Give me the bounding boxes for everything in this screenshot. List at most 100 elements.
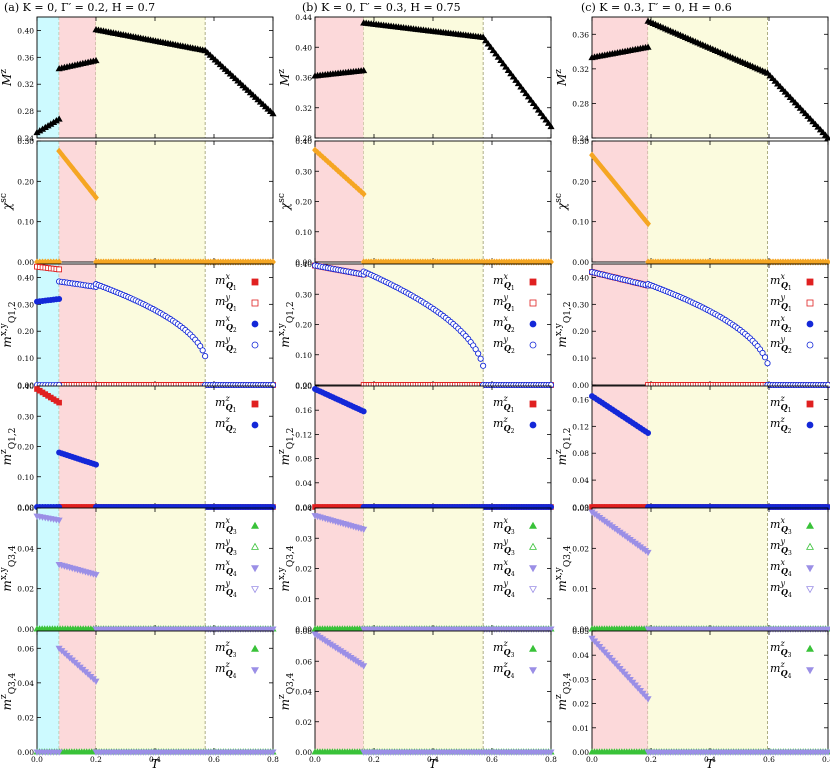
phase-region-pink [315, 264, 364, 385]
legend-label: mx Q3 [493, 516, 515, 536]
y-tick-label: 0.30 [17, 300, 34, 309]
data-point [56, 147, 63, 155]
y-tick-label: 0.20 [17, 327, 34, 336]
data-point [771, 77, 779, 84]
legend-marker [529, 542, 537, 550]
x-tick-label: 0.8 [822, 755, 830, 764]
y-tick-label: 0.30 [17, 137, 34, 146]
data-point [360, 408, 367, 415]
data-point [824, 134, 830, 141]
y-tick-label: 0.28 [295, 134, 312, 143]
data-point [77, 174, 84, 182]
x-tick-label: 0.6 [763, 755, 775, 764]
series-triangle-down-filled-lavender [33, 513, 277, 633]
data-point [58, 150, 65, 158]
y-tick-label: 0.40 [295, 260, 312, 269]
data-point [522, 89, 530, 97]
data-point [547, 749, 555, 756]
data-point [776, 82, 784, 90]
data-point [269, 109, 277, 117]
legend-label: mx Q2 [770, 314, 792, 334]
y-axis-label: mx,yQ3,4 [277, 545, 296, 591]
panel-title-b: (b) K = 0, Γ′ = 0.3, H = 0.75 [302, 1, 461, 14]
phase-region-yellow [96, 386, 206, 507]
y-tick-label: 0.36 [295, 74, 312, 83]
y-axis-label: mx,yQ1,2 [0, 301, 18, 347]
legend-marker [806, 421, 814, 429]
phase-region-yellow [648, 264, 768, 385]
y-tick-label: 0.02 [295, 718, 312, 727]
y-tick-label: 0.10 [295, 228, 312, 237]
legend-label: mx Q4 [215, 558, 237, 578]
data-point [791, 99, 799, 106]
data-point [784, 90, 792, 98]
legend-label: my Q3 [215, 537, 237, 557]
data-point [269, 626, 277, 633]
data-point [824, 749, 830, 756]
legend-marker [806, 400, 814, 408]
y-tick-label: 0.00 [295, 748, 312, 757]
y-tick-label: 0.30 [572, 137, 589, 146]
legend-label: mz Q3 [215, 639, 237, 659]
legend-marker [251, 644, 259, 652]
y-tick-label: 0.20 [17, 177, 34, 186]
phase-region-cyan [37, 17, 60, 138]
y-tick-label: 0.40 [17, 382, 34, 391]
data-point [547, 626, 555, 633]
y-tick-label: 0.20 [572, 327, 589, 336]
data-point [806, 115, 814, 122]
data-point [494, 53, 502, 60]
legend-marker [806, 320, 814, 328]
data-point [796, 104, 804, 111]
y-tick-label: 0.04 [295, 688, 312, 697]
x-axis-label: T [429, 757, 438, 768]
legend-label: mz Q3 [770, 639, 792, 659]
x-axis-label: T [151, 757, 160, 768]
legend-label: mz Q4 [770, 660, 792, 680]
y-tick-label: 0.30 [17, 412, 34, 421]
data-point [509, 73, 517, 80]
data-point [484, 40, 492, 47]
data-point [475, 350, 482, 357]
phase-region-yellow [363, 264, 484, 385]
y-tick-label: 0.00 [572, 381, 589, 390]
x-tick-label: 0.4 [149, 755, 161, 764]
phase-region-pink [592, 386, 649, 507]
data-point [489, 46, 497, 54]
legend-marker [806, 521, 814, 529]
subplot-b-row2: 0.00 0.10 0.20 0.30 0.40 χsc [277, 137, 554, 267]
x-tick-label: 0.0 [586, 755, 598, 764]
data-point [61, 154, 68, 162]
legend-label: my Q3 [770, 537, 792, 557]
legend-label: mz Q2 [215, 415, 237, 435]
data-point [74, 170, 81, 178]
data-point [312, 146, 318, 154]
data-point [532, 103, 540, 110]
data-point [539, 112, 548, 120]
data-point [799, 107, 807, 114]
y-axis-label: mzQ1,2 [554, 428, 573, 466]
y-tick-label: 0.10 [17, 354, 34, 363]
y-tick-label: 0.16 [295, 406, 312, 415]
y-axis-label: χsc [0, 193, 14, 211]
plot-grid: 0.24 0.28 0.32 0.36 0.40 Mz 0.00 0.10 0.20 0.30 χs… [0, 13, 830, 768]
data-point [527, 96, 535, 103]
y-tick-label: 0.00 [17, 381, 34, 390]
data-point [499, 60, 507, 67]
y-tick-label: 0.00 [17, 258, 34, 267]
series-diamond-filled-orange [34, 147, 276, 266]
phase-region-yellow [648, 631, 768, 752]
legend-marker [529, 586, 537, 594]
data-point [789, 96, 797, 103]
y-tick-label: 0.00 [295, 381, 312, 390]
y-tick-label: 0.02 [17, 585, 34, 594]
y-tick-label: 0.00 [572, 258, 589, 267]
data-point [801, 109, 809, 117]
